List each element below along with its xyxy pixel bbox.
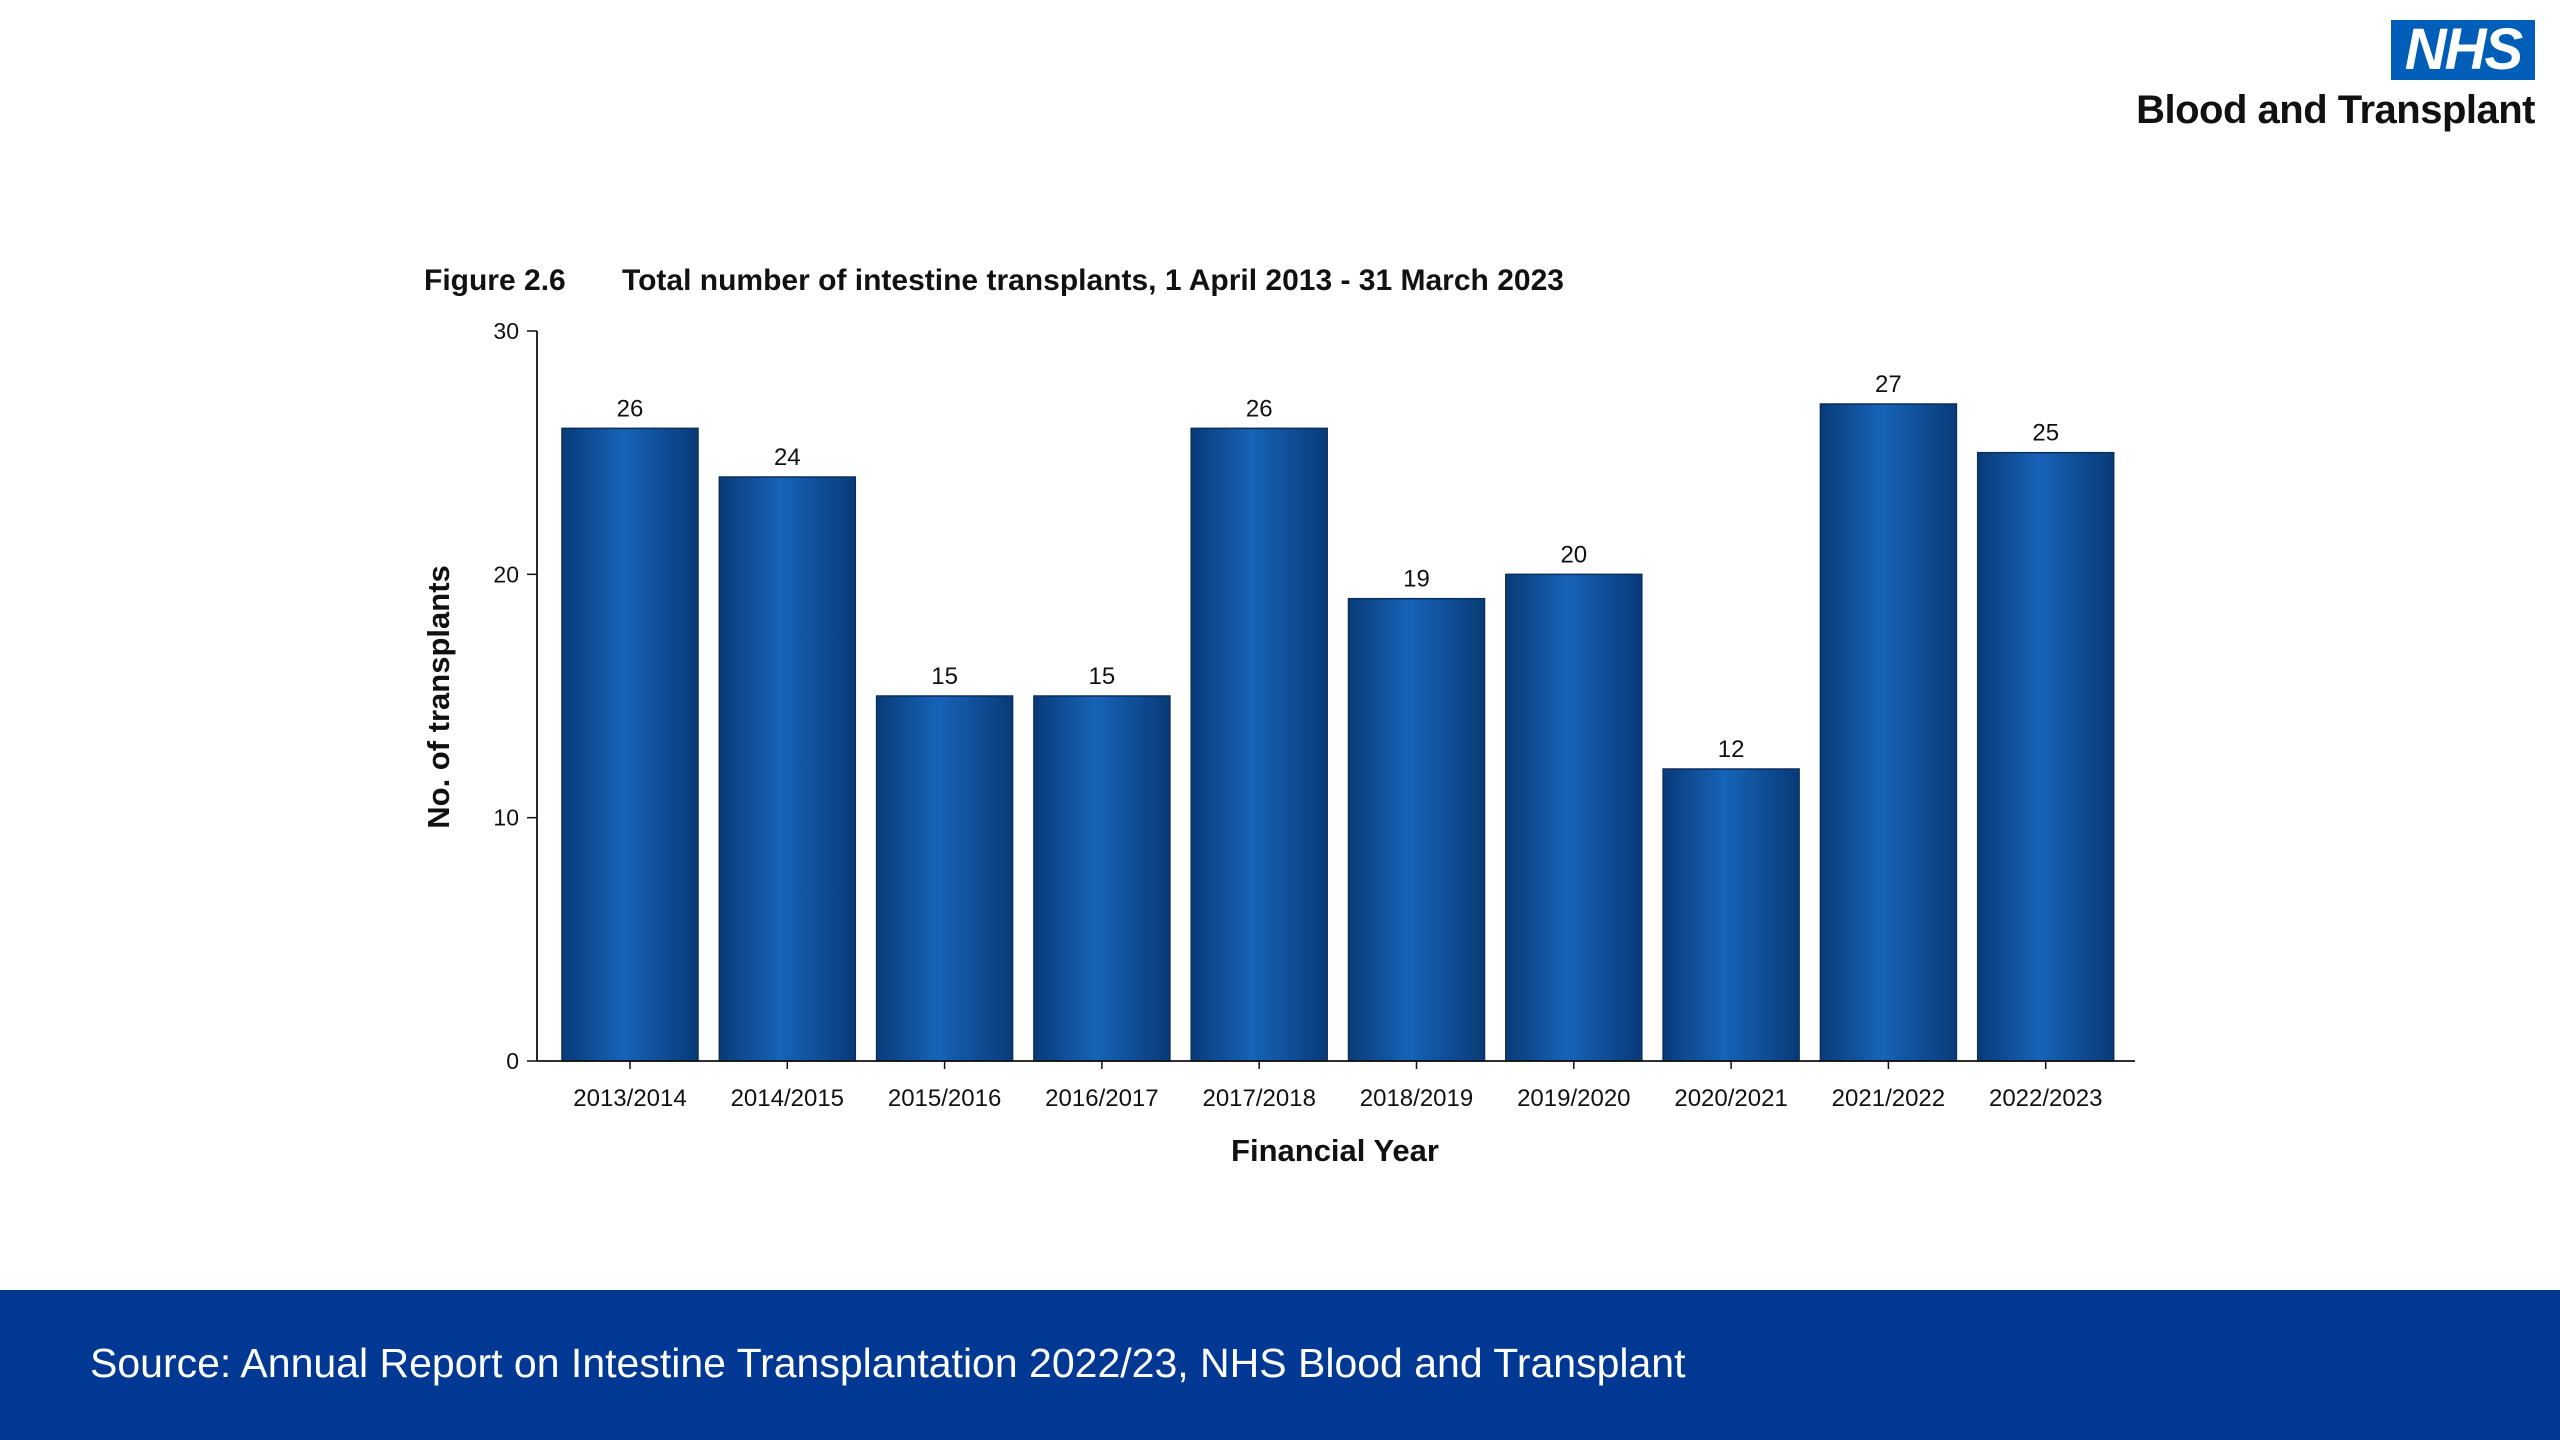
- y-axis-title: No. of transplants: [421, 565, 456, 829]
- y-tick-label: 0: [506, 1048, 519, 1074]
- x-tick-label: 2015/2016: [888, 1085, 1001, 1112]
- source-text: Source: Annual Report on Intestine Trans…: [90, 1340, 1686, 1386]
- chart-title-row: Figure 2.6 Total number of intestine tran…: [424, 264, 1564, 298]
- x-tick-label: 2013/2014: [573, 1085, 686, 1112]
- x-tick-label: 2018/2019: [1360, 1085, 1473, 1112]
- chart-area: Figure 2.6 Total number of intestine tran…: [421, 264, 2135, 1168]
- nhs-badge: NHS: [2391, 20, 2535, 80]
- data-label: 26: [1246, 395, 1273, 422]
- data-label: 24: [774, 444, 801, 471]
- data-label: 26: [617, 395, 644, 422]
- bar-chart: 26 2013/2014 24 2014/2015 15 2015/2016 15 2016/…: [421, 318, 2135, 1168]
- x-tick-label: 2017/2018: [1202, 1085, 1315, 1112]
- x-axis-title: Financial Year: [1231, 1133, 1439, 1168]
- bar: [1819, 403, 1958, 1062]
- bar: [718, 476, 857, 1062]
- data-label: 25: [2032, 420, 2059, 447]
- chart-title: Total number of intestine transplants, 1…: [622, 264, 1564, 297]
- x-tick-label: 2016/2017: [1045, 1085, 1158, 1112]
- y-tick-label: 30: [493, 318, 519, 344]
- source-footer: Source: Annual Report on Intestine Trans…: [0, 1290, 2560, 1440]
- data-label: 19: [1403, 566, 1430, 593]
- x-tick-label: 2022/2023: [1989, 1085, 2102, 1112]
- data-label: 15: [931, 663, 958, 690]
- bar: [1662, 768, 1800, 1062]
- bar: [1347, 597, 1486, 1062]
- x-tick-label: 2019/2020: [1517, 1085, 1630, 1112]
- bar: [1976, 451, 2115, 1062]
- logo-org-name: Blood and Transplant: [2136, 88, 2535, 132]
- bar: [1505, 573, 1643, 1062]
- bars: [561, 403, 2115, 1062]
- bar: [1033, 695, 1171, 1062]
- x-tick-label: 2021/2022: [1832, 1085, 1945, 1112]
- y-tick-label: 20: [493, 561, 519, 587]
- axes: [527, 330, 2135, 1069]
- bar: [1190, 427, 1328, 1062]
- figure-number: Figure 2.6: [424, 264, 566, 297]
- bar: [875, 695, 1014, 1062]
- data-label: 15: [1089, 663, 1116, 690]
- y-tick-label: 10: [493, 805, 519, 831]
- bar: [561, 427, 699, 1062]
- nhs-blood-and-transplant-logo: NHS Blood and Transplant: [2115, 20, 2535, 140]
- x-tick-label: 2014/2015: [731, 1085, 844, 1112]
- data-label: 12: [1718, 736, 1745, 763]
- data-label: 27: [1875, 371, 1902, 398]
- labels: 26 2013/2014 24 2014/2015 15 2015/2016 15 2016/…: [421, 318, 2102, 1168]
- data-label: 20: [1560, 541, 1587, 568]
- x-tick-label: 2020/2021: [1674, 1085, 1787, 1112]
